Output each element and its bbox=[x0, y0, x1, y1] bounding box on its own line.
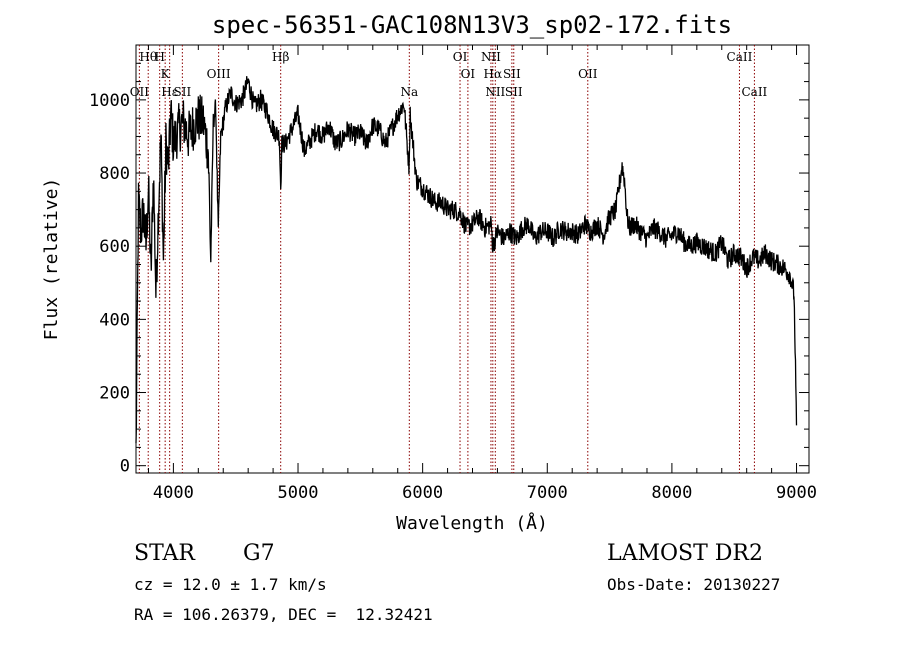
y-tick-label: 600 bbox=[99, 237, 130, 257]
spectrum-line bbox=[135, 76, 798, 444]
observation-date: Obs-Date: 20130227 bbox=[607, 575, 780, 594]
marker-label: OI bbox=[461, 67, 476, 81]
marker-label: NII bbox=[481, 50, 501, 64]
line-markers bbox=[138, 45, 755, 473]
marker-label: Hε bbox=[161, 85, 178, 99]
x-tick-label: 8000 bbox=[651, 483, 692, 503]
object-class: STAR bbox=[134, 541, 196, 566]
marker-label: Hα bbox=[484, 67, 503, 81]
marker-label: NII bbox=[485, 85, 505, 99]
marker-label: Na bbox=[400, 85, 418, 99]
x-tick-label: 5000 bbox=[278, 483, 319, 503]
marker-label: K bbox=[161, 67, 171, 81]
y-axis: 0 200 400 600 800 1000 bbox=[89, 62, 809, 477]
object-subclass: G7 bbox=[243, 541, 275, 566]
marker-label: SII bbox=[503, 67, 521, 81]
x-tick-label: 6000 bbox=[402, 483, 443, 503]
marker-label: CaII bbox=[727, 50, 753, 64]
y-tick-label: 400 bbox=[99, 310, 130, 330]
marker-label: H bbox=[154, 50, 164, 64]
marker-label: SII bbox=[174, 85, 192, 99]
marker-label: Hβ bbox=[272, 50, 289, 64]
y-tick-label: 1000 bbox=[89, 91, 130, 111]
x-axis-label: Wavelength (Å) bbox=[396, 512, 548, 534]
x-tick-label: 7000 bbox=[527, 483, 568, 503]
x-axis: 4000 5000 6000 7000 8000 9000 bbox=[147, 45, 817, 503]
marker-label: OII bbox=[578, 67, 598, 81]
chart-title: spec-56351-GAC108N13V3_sp02-172.fits bbox=[212, 11, 732, 39]
x-tick-label: 4000 bbox=[153, 483, 194, 503]
x-tick-label: 9000 bbox=[776, 483, 817, 503]
marker-label: Hθ bbox=[139, 50, 157, 64]
marker-label: CaII bbox=[741, 85, 767, 99]
survey-name: LAMOST DR2 bbox=[607, 541, 763, 566]
y-tick-label: 800 bbox=[99, 164, 130, 184]
y-tick-label: 200 bbox=[99, 384, 130, 404]
y-tick-label: 0 bbox=[120, 457, 130, 477]
marker-label: OII bbox=[130, 85, 150, 99]
marker-label: OI bbox=[453, 50, 468, 64]
marker-label: SII bbox=[505, 85, 523, 99]
y-axis-label: Flux (relative) bbox=[41, 178, 62, 341]
marker-label: OIII bbox=[207, 67, 231, 81]
coordinates: RA = 106.26379, DEC = 12.32421 bbox=[134, 605, 433, 624]
redshift-value: cz = 12.0 ± 1.7 km/s bbox=[134, 575, 327, 594]
